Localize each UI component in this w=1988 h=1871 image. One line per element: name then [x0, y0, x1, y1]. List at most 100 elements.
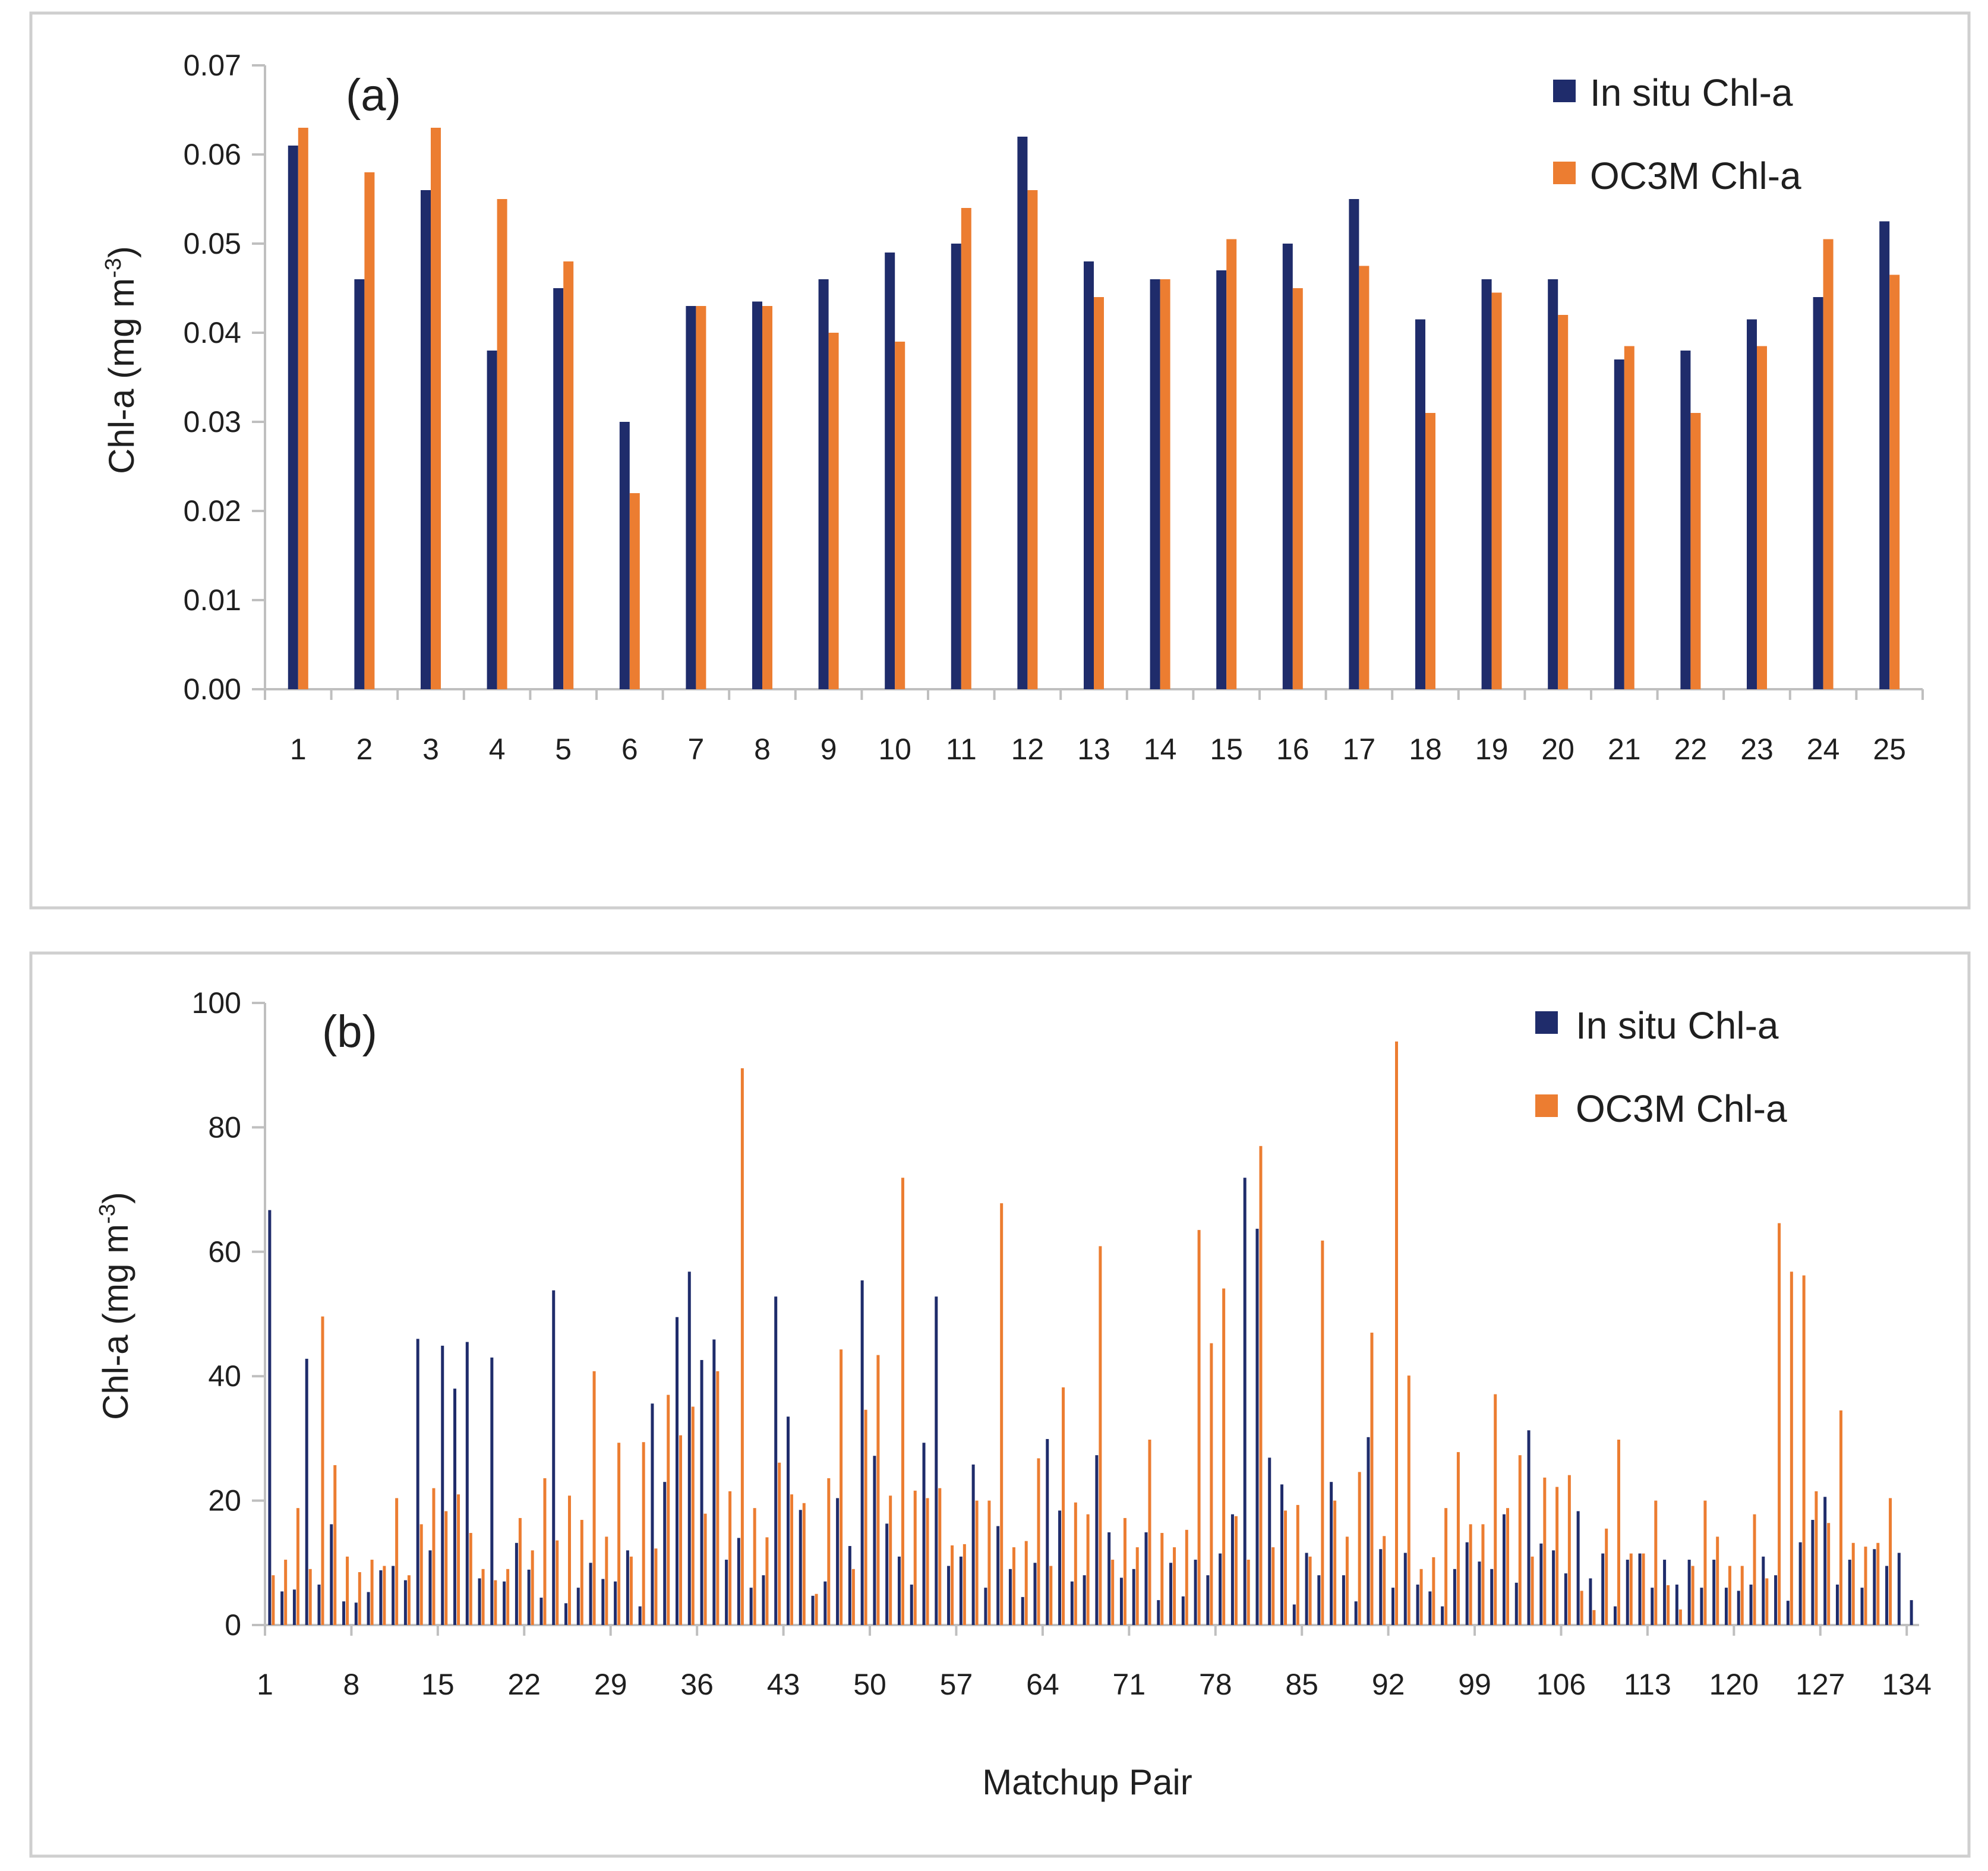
- a-bar-oc3m: [1160, 279, 1170, 689]
- b-bar-oc3m: [1518, 1455, 1522, 1625]
- b-bar-oc3m: [1210, 1343, 1213, 1625]
- a-bar-oc3m: [629, 493, 640, 689]
- b-bar-in-situ: [1539, 1543, 1543, 1625]
- b-bar-in-situ: [1749, 1584, 1753, 1625]
- b-bar-oc3m: [1839, 1410, 1842, 1625]
- b-bar-oc3m: [1543, 1477, 1547, 1625]
- panel-a-frame: [29, 11, 1971, 910]
- a-bar-in-situ: [354, 279, 365, 689]
- b-bar-in-situ: [601, 1579, 605, 1625]
- a-bar-in-situ: [885, 253, 895, 689]
- a-bar-oc3m: [696, 306, 706, 689]
- b-bar-oc3m: [568, 1495, 572, 1625]
- b-bar-in-situ: [811, 1595, 815, 1625]
- b-bar-in-situ: [786, 1416, 790, 1625]
- b-bar-oc3m: [1778, 1223, 1781, 1625]
- b-bar-oc3m: [1037, 1458, 1040, 1625]
- b-bar-in-situ: [947, 1566, 951, 1625]
- b-bar-in-situ: [1058, 1510, 1062, 1625]
- b-bar-oc3m: [1345, 1536, 1349, 1625]
- panel-a-label: (a): [346, 70, 401, 121]
- b-bar-in-situ: [725, 1560, 728, 1625]
- b-bar-oc3m: [1111, 1560, 1115, 1625]
- b-bar-oc3m: [419, 1524, 423, 1625]
- b-bar-oc3m: [1160, 1533, 1164, 1625]
- b-bar-oc3m: [444, 1511, 448, 1625]
- a-x-tick-label: 11: [946, 733, 977, 766]
- b-x-tick-label: 99: [1458, 1668, 1491, 1701]
- panel-b-x-axis-title: Matchup Pair: [982, 1762, 1192, 1802]
- b-bar-in-situ: [774, 1296, 778, 1625]
- a-bar-oc3m: [1226, 239, 1237, 689]
- b-bar-oc3m: [383, 1566, 386, 1625]
- b-x-tick-label: 57: [940, 1668, 973, 1701]
- a-x-tick-label: 22: [1674, 733, 1708, 766]
- a-bar-oc3m: [431, 128, 441, 689]
- b-bar-oc3m: [605, 1536, 608, 1625]
- b-bar-in-situ: [897, 1556, 901, 1625]
- b-bar-in-situ: [1811, 1520, 1815, 1625]
- a-bar-in-situ: [1216, 270, 1227, 689]
- b-bar-oc3m: [1667, 1585, 1670, 1625]
- a-bar-in-situ: [951, 244, 961, 689]
- b-bar-in-situ: [1021, 1596, 1024, 1625]
- a-bar-in-situ: [818, 279, 829, 689]
- a-bar-in-situ: [1282, 244, 1293, 689]
- b-bar-in-situ: [416, 1339, 419, 1625]
- b-bar-oc3m: [1740, 1566, 1744, 1625]
- b-bar-oc3m: [740, 1068, 744, 1625]
- panel-a: (a) Chl-a (mg m-3) 1 2 3 4 5 6 7 8 9 10 11 12 13 14 15…: [29, 11, 1971, 910]
- b-bar-oc3m: [1716, 1536, 1719, 1625]
- b-bar-oc3m: [1173, 1547, 1176, 1625]
- a-x-tick-label: 17: [1343, 733, 1376, 766]
- b-bar-oc3m: [679, 1435, 682, 1625]
- b-bar-in-situ: [1292, 1604, 1296, 1625]
- b-bar-in-situ: [1107, 1532, 1111, 1625]
- a-bar-oc3m: [828, 333, 839, 689]
- b-bar-in-situ: [1514, 1582, 1518, 1625]
- b-bar-oc3m: [432, 1488, 436, 1625]
- a-x-tick-label: 14: [1144, 733, 1177, 766]
- b-bar-in-situ: [823, 1581, 827, 1625]
- b-bar-in-situ: [292, 1589, 296, 1625]
- b-y-tick-label: 40: [208, 1359, 241, 1393]
- b-bar-oc3m: [1592, 1610, 1596, 1625]
- panel-a-legend: In situ Chl-a OC3M Chl-a: [1553, 71, 1801, 197]
- b-bar-oc3m: [876, 1355, 880, 1625]
- a-bar-oc3m: [1823, 239, 1834, 689]
- b-x-tick-label: 127: [1795, 1668, 1845, 1701]
- b-bar-oc3m: [1086, 1514, 1090, 1625]
- b-bar-in-situ: [910, 1584, 913, 1625]
- b-bar-oc3m: [1753, 1514, 1756, 1625]
- b-bar-oc3m: [1456, 1452, 1460, 1625]
- panel-b-frame: [29, 951, 1971, 1858]
- b-bar-oc3m: [1135, 1547, 1139, 1625]
- b-bar-oc3m: [987, 1500, 991, 1625]
- b-bar-oc3m: [272, 1575, 275, 1625]
- a-bar-in-situ: [1481, 279, 1492, 689]
- b-bar-oc3m: [926, 1498, 929, 1625]
- b-bar-in-situ: [1638, 1553, 1642, 1625]
- b-x-tick-label: 85: [1285, 1668, 1318, 1701]
- b-bar-oc3m: [1790, 1271, 1793, 1625]
- b-bar-oc3m: [580, 1520, 583, 1625]
- b-bar-in-situ: [1897, 1553, 1901, 1625]
- b-bar-oc3m: [1531, 1556, 1534, 1625]
- b-bar-oc3m: [864, 1409, 867, 1625]
- b-bar-oc3m: [469, 1533, 472, 1625]
- b-bar-oc3m: [1864, 1547, 1867, 1625]
- b-bar-oc3m: [1012, 1547, 1015, 1625]
- a-bar-in-situ: [1084, 261, 1094, 689]
- b-bar-in-situ: [539, 1597, 543, 1625]
- a-x-tick-label: 20: [1541, 733, 1574, 766]
- a-x-tick-label: 25: [1873, 733, 1906, 766]
- b-bar-oc3m: [802, 1503, 806, 1625]
- b-bar-oc3m: [296, 1508, 299, 1625]
- b-bar-in-situ: [1613, 1606, 1617, 1625]
- b-bar-oc3m: [851, 1569, 855, 1625]
- b-bar-oc3m: [1247, 1560, 1250, 1625]
- b-y-tick-label: 0: [225, 1608, 241, 1642]
- b-bar-in-situ: [1268, 1457, 1271, 1625]
- a-bar-in-situ: [1614, 359, 1624, 689]
- b-bar-in-situ: [1576, 1511, 1580, 1625]
